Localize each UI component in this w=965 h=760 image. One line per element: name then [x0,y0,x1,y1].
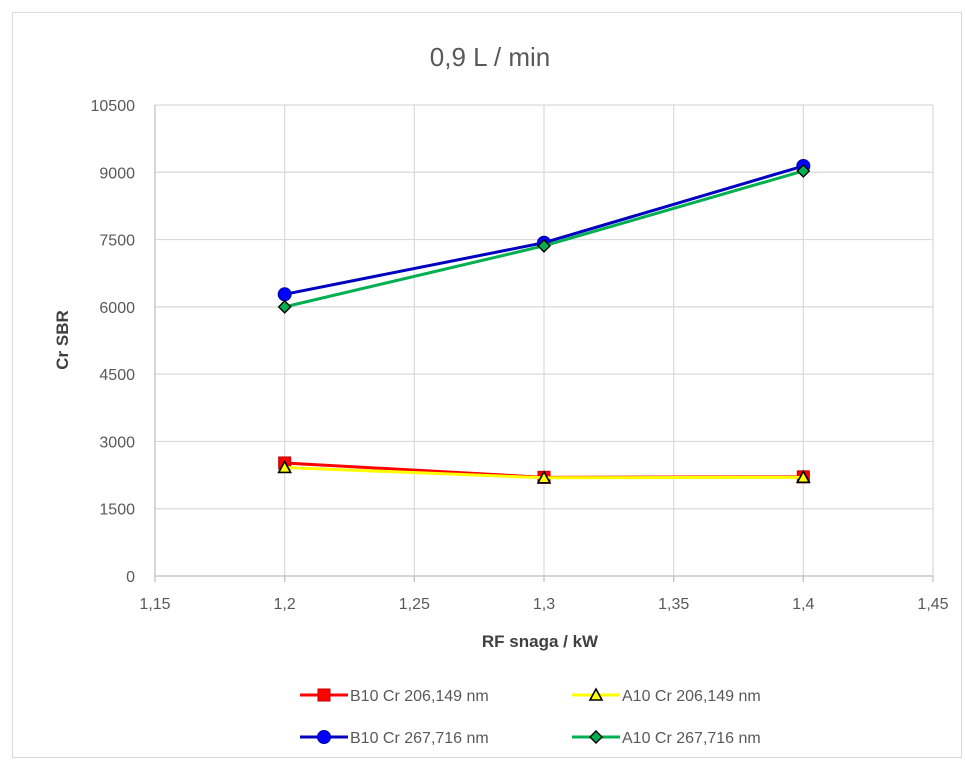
legend-entry: A10 Cr 206,149 nm [572,687,761,705]
axes: 0 1500 3000 4500 6000 7500 9000 10500 1,15 1,2 1,2… [91,98,949,613]
data-point [277,459,293,474]
y-tick-label: 1500 [99,502,135,519]
y-tick-label: 9000 [99,165,135,182]
y-tick-label: 3000 [99,434,135,451]
data-point [277,299,292,314]
x-tick-label: 1,45 [917,596,948,613]
legend-label: A10 Cr 206,149 nm [622,688,761,705]
data-point [536,470,552,484]
x-tick-label: 1,2 [274,596,296,613]
legend-label: A10 Cr 267,716 nm [622,730,761,747]
legend-entry: A10 Cr 267,716 nm [572,730,761,747]
chart-title: 0,9 L / min [430,42,550,72]
x-tick-label: 1,35 [658,596,689,613]
data-point [537,238,551,253]
legend-marker [588,687,604,701]
data-point [795,469,811,484]
y-axis-title: Cr SBR [53,310,72,370]
legend-entry: B10 Cr 267,716 nm [300,730,489,747]
legend-entry: B10 Cr 206,149 nm [300,688,489,705]
data-point [796,163,811,178]
legend: B10 Cr 206,149 nm A10 Cr 206,149 nm B10 Cr… [300,687,761,747]
legend-label: B10 Cr 267,716 nm [350,730,489,747]
y-tick-label: 6000 [99,300,135,317]
series-4 [277,163,811,314]
legend-marker [317,688,331,702]
data-point [277,287,292,302]
y-tick-label: 7500 [99,233,135,250]
x-tick-label: 1,4 [792,596,814,613]
legend-marker [317,730,331,744]
series-2 [277,459,811,484]
x-tick-label: 1,3 [533,596,555,613]
x-tick-label: 1,25 [399,596,430,613]
y-tick-label: 0 [126,569,135,586]
y-tick-label: 10500 [91,98,136,115]
grid-lines [155,104,934,576]
legend-label: B10 Cr 206,149 nm [350,688,489,705]
x-axis-title: RF snaga / kW [482,632,599,651]
x-tick-label: 1,15 [139,596,170,613]
legend-marker [589,730,603,744]
series-layer [277,159,811,484]
y-tick-label: 4500 [99,367,135,384]
